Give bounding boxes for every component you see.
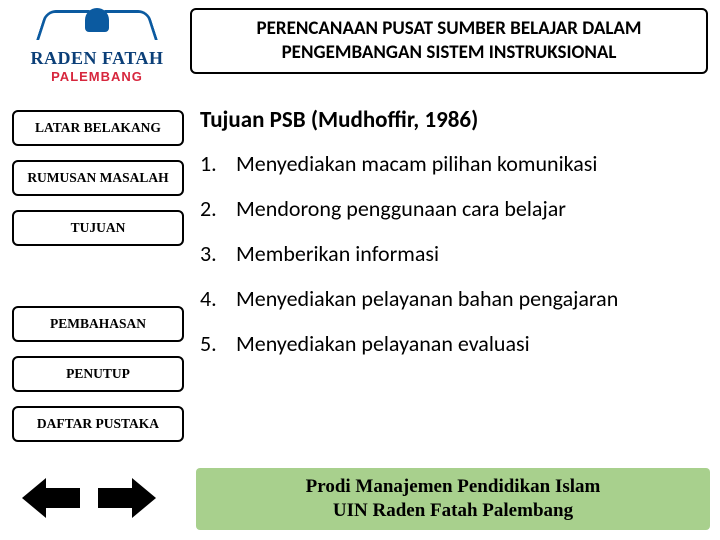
arrow-left-icon[interactable]	[22, 478, 80, 518]
list-text: Memberikan informasi	[236, 240, 706, 267]
menu-rumusan-masalah[interactable]: RUMUSAN MASALAH	[12, 160, 184, 196]
logo-text-secondary: PALEMBANG	[51, 69, 143, 84]
list-item: 3. Memberikan informasi	[200, 240, 706, 267]
footer-line1: Prodi Manajemen Pendidikan Islam	[306, 475, 601, 499]
menu-daftar-pustaka[interactable]: DAFTAR PUSTAKA	[12, 406, 184, 442]
nav-arrows	[22, 478, 156, 518]
list-number: 2.	[200, 195, 236, 222]
content-heading: Tujuan PSB (Mudhoffir, 1986)	[200, 106, 706, 134]
list-item: 4. Menyediakan pelayanan bahan pengajara…	[200, 285, 706, 312]
institution-logo: RADEN FATAH PALEMBANG	[12, 6, 182, 90]
list-text: Menyediakan macam pilihan komunikasi	[236, 150, 706, 177]
footer-banner: Prodi Manajemen Pendidikan Islam UIN Rad…	[196, 468, 710, 530]
list-text: Mendorong penggunaan cara belajar	[236, 195, 706, 222]
list-item: 1. Menyediakan macam pilihan komunikasi	[200, 150, 706, 177]
list-item: 5. Menyediakan pelayanan evaluasi	[200, 330, 706, 357]
menu-tujuan[interactable]: TUJUAN	[12, 210, 184, 246]
list-text: Menyediakan pelayanan bahan pengajaran	[236, 285, 706, 312]
logo-text-primary: RADEN FATAH	[31, 48, 164, 69]
main-content: Tujuan PSB (Mudhoffir, 1986) 1. Menyedia…	[200, 106, 706, 375]
list-number: 1.	[200, 150, 236, 177]
arrow-right-icon[interactable]	[98, 478, 156, 518]
menu-pembahasan[interactable]: PEMBAHASAN	[12, 306, 184, 342]
objectives-list: 1. Menyediakan macam pilihan komunikasi …	[200, 150, 706, 357]
list-text: Menyediakan pelayanan evaluasi	[236, 330, 706, 357]
footer-line2: UIN Raden Fatah Palembang	[333, 499, 573, 523]
list-item: 2. Mendorong penggunaan cara belajar	[200, 195, 706, 222]
list-number: 3.	[200, 240, 236, 267]
menu-latar-belakang[interactable]: LATAR BELAKANG	[12, 110, 184, 146]
menu-penutup[interactable]: PENUTUP	[12, 356, 184, 392]
logo-graphic	[37, 6, 157, 46]
page-title: PERENCANAAN PUSAT SUMBER BELAJAR DALAM P…	[190, 8, 708, 74]
list-number: 5.	[200, 330, 236, 357]
list-number: 4.	[200, 285, 236, 312]
sidebar-menu: LATAR BELAKANG RUMUSAN MASALAH TUJUAN PE…	[12, 110, 184, 442]
